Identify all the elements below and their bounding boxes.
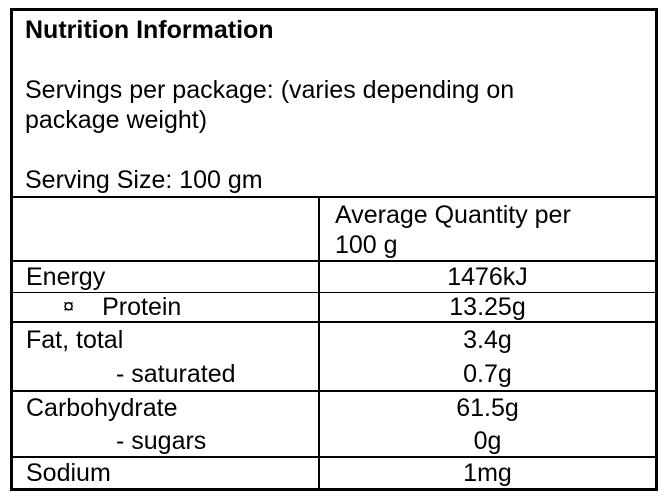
fat-total-label: Fat, total: [26, 326, 124, 354]
table-row-energy: Energy 1476kJ: [13, 262, 655, 293]
panel-title: Nutrition Information: [25, 16, 274, 44]
fat-total-value: 3.4g: [463, 326, 512, 354]
value-column-header-line2: 100 g: [335, 231, 398, 259]
carbohydrate-label: Carbohydrate: [26, 394, 178, 422]
table-header-row: Average Quantity per 100 g: [13, 198, 655, 262]
value-column-header-line1: Average Quantity per: [335, 201, 571, 229]
energy-label: Energy: [13, 262, 320, 292]
fat-label-cell: Fat, total - saturated: [13, 323, 320, 390]
protein-label-cell: ¤ Protein: [13, 293, 320, 321]
header-value-cell: Average Quantity per 100 g: [320, 198, 655, 260]
header-empty-cell: [13, 198, 320, 260]
table-row-sodium: Sodium 1mg: [13, 458, 655, 488]
sugars-label: - sugars: [116, 427, 207, 455]
carbohydrate-value: 61.5g: [456, 394, 519, 422]
protein-value: 13.25g: [449, 292, 526, 321]
blank-line: [25, 135, 643, 165]
panel-intro: Nutrition Information Servings per packa…: [13, 11, 655, 196]
carbohydrate-value-cell: 61.5g 0g: [320, 392, 655, 456]
bullet-icon: ¤: [63, 295, 75, 318]
sugars-value: 0g: [473, 427, 502, 455]
fat-saturated-value: 0.7g: [463, 360, 512, 388]
protein-label: Protein: [102, 292, 182, 321]
nutrition-table: Average Quantity per 100 g Energy 1476kJ…: [13, 196, 655, 488]
table-row-carbohydrate: Carbohydrate - sugars 61.5g 0g: [13, 392, 655, 458]
sodium-label: Sodium: [13, 458, 320, 488]
table-row-fat: Fat, total - saturated 3.4g 0.7g: [13, 323, 655, 392]
fat-saturated-label: - saturated: [116, 360, 236, 388]
carbohydrate-label-cell: Carbohydrate - sugars: [13, 392, 320, 456]
blank-line: [25, 45, 643, 75]
nutrition-panel: Nutrition Information Servings per packa…: [10, 8, 658, 491]
servings-line-1: Servings per package: (varies depending …: [25, 76, 515, 104]
energy-value: 1476kJ: [447, 262, 528, 291]
sodium-value: 1mg: [463, 458, 512, 487]
table-row-protein: ¤ Protein 13.25g: [13, 293, 655, 323]
serving-size-line: Serving Size: 100 gm: [25, 166, 263, 194]
fat-value-cell: 3.4g 0.7g: [320, 323, 655, 390]
servings-line-2: package weight): [25, 106, 208, 134]
